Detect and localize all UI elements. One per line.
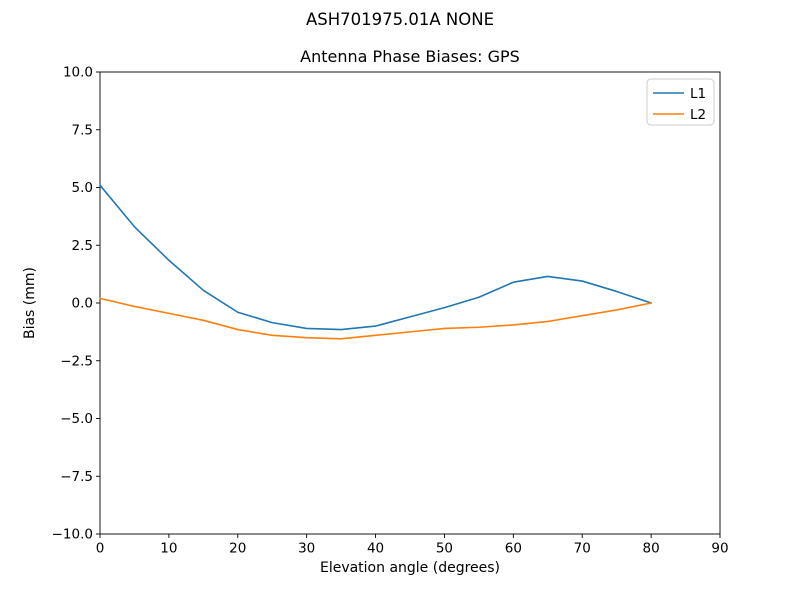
y-tick-label: −10.0 bbox=[52, 527, 93, 543]
series-line-l1 bbox=[99, 184, 652, 331]
x-tick-label: 10 bbox=[160, 541, 177, 557]
figure-title: ASH701975.01A NONE bbox=[306, 10, 494, 29]
y-tick-label: 5.0 bbox=[72, 180, 93, 196]
legend: L1 L2 bbox=[646, 78, 715, 126]
y-tick-label: −5.0 bbox=[60, 411, 93, 427]
x-tick-label: 0 bbox=[96, 541, 105, 557]
x-tick-label: 50 bbox=[436, 541, 453, 557]
x-tick-label: 60 bbox=[505, 541, 522, 557]
y-tick-label: 10.0 bbox=[63, 65, 93, 81]
series-lines bbox=[99, 184, 652, 340]
x-axis: 0 10 20 30 40 50 60 70 80 90 bbox=[96, 534, 729, 557]
y-tick-label: 0.0 bbox=[72, 296, 93, 312]
x-tick-label: 80 bbox=[643, 541, 660, 557]
x-tick-label: 70 bbox=[574, 541, 591, 557]
y-tick-label: 2.5 bbox=[72, 238, 93, 254]
x-tick-label: 90 bbox=[711, 541, 728, 557]
x-tick-label: 40 bbox=[367, 541, 384, 557]
x-tick-label: 30 bbox=[298, 541, 315, 557]
x-tick-label: 20 bbox=[229, 541, 246, 557]
y-axis: 10.0 7.5 5.0 2.5 0.0 −2.5 −5.0 −7.5 −10.0 bbox=[52, 65, 100, 543]
plot-area bbox=[99, 71, 721, 535]
y-axis-label: Bias (mm) bbox=[22, 267, 38, 339]
legend-label-l1: L1 bbox=[690, 86, 706, 102]
y-tick-label: −2.5 bbox=[60, 353, 93, 369]
y-tick-label: 7.5 bbox=[72, 122, 93, 138]
y-tick-label: −7.5 bbox=[60, 469, 93, 485]
legend-label-l2: L2 bbox=[690, 107, 706, 123]
series-line-l2 bbox=[99, 297, 652, 340]
x-axis-label: Elevation angle (degrees) bbox=[320, 560, 500, 576]
chart-title: Antenna Phase Biases: GPS bbox=[300, 47, 520, 66]
